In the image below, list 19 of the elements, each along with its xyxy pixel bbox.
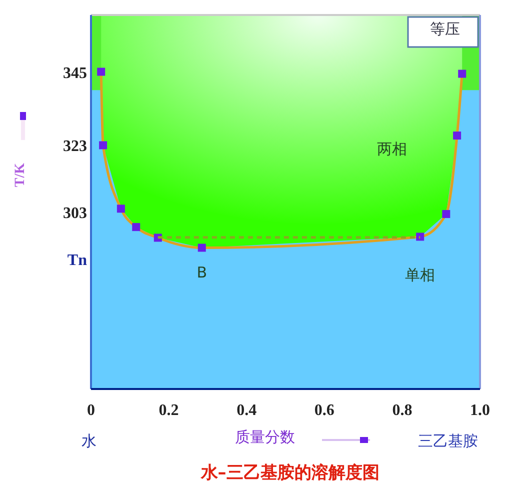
x-axis-title: 质量分数: [235, 428, 295, 446]
annotation: B: [196, 264, 208, 282]
y-tick-label: 303: [63, 205, 87, 222]
x-tick-label: 0.2: [158, 402, 179, 419]
x-tick-label: 1.0: [470, 402, 490, 419]
annotation: 单相: [405, 266, 435, 284]
text: 水–三乙基胺的溶解度图: [200, 463, 380, 483]
annotation: 两相: [377, 140, 407, 158]
x-tick-label: 0: [87, 402, 95, 419]
y-tick-label: Tn: [67, 252, 88, 269]
y-tick-label: 345: [63, 64, 87, 82]
x-tick-label: 0.6: [314, 402, 334, 419]
annotation: 等压: [430, 20, 460, 38]
text: 三乙基胺: [418, 432, 478, 450]
x-tick-label: 0.4: [236, 402, 257, 419]
y-axis-title: T/K: [13, 162, 28, 188]
x-tick-label: 0.8: [392, 402, 412, 419]
y-tick-label: 323: [63, 138, 87, 156]
text: 水: [82, 432, 96, 450]
